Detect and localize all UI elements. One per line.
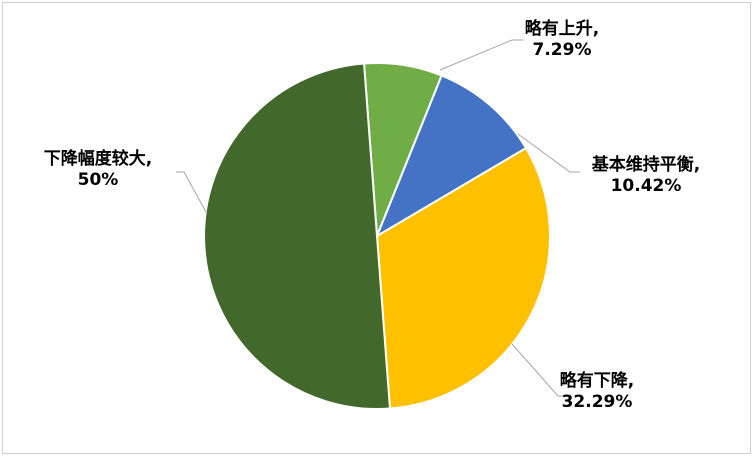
- pie-slice-3: [375, 146, 551, 410]
- data-label-3: 略有下降, 32.29%: [560, 370, 634, 412]
- leader-line-4: [176, 171, 207, 213]
- data-label-1: 略有上升, 7.29%: [525, 18, 599, 60]
- leader-line-2: [517, 133, 580, 173]
- leader-line-3: [511, 343, 564, 397]
- pie-slices: [203, 62, 551, 410]
- leader-line-1: [439, 39, 524, 71]
- data-label-2: 基本维持平衡, 10.42%: [591, 154, 700, 196]
- data-labels: 略有上升, 7.29% 基本维持平衡, 10.42% 略有下降, 32.29% 下降幅度较大…: [44, 18, 700, 412]
- data-label-4: 下降幅度较大, 50%: [44, 148, 152, 190]
- pie-slice-4: [203, 62, 392, 410]
- pie-slice-2: [374, 74, 528, 239]
- leader-lines: [176, 39, 580, 397]
